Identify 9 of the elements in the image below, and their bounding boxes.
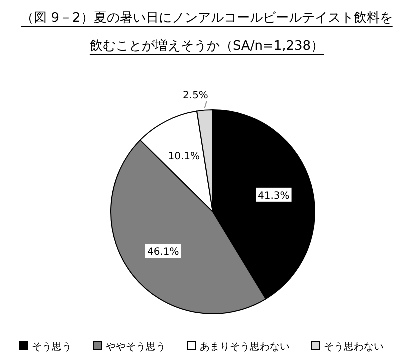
legend-label: あまりそう思わない [200, 342, 290, 353]
data-label: 10.1% [168, 152, 200, 163]
legend-label: ややそう思う [106, 342, 166, 353]
chart-title: （図 9－2）夏の暑い日にノンアルコールビールテイスト飲料を飲むことが増えそうか（SA/n=1,238） [21, 11, 393, 54]
legend-label: そう思わない [324, 342, 384, 353]
data-label: 41.3% [258, 190, 290, 202]
data-label: 2.5% [183, 90, 208, 102]
legend-label: そう思う [32, 342, 72, 353]
data-label: 46.1% [148, 247, 180, 258]
